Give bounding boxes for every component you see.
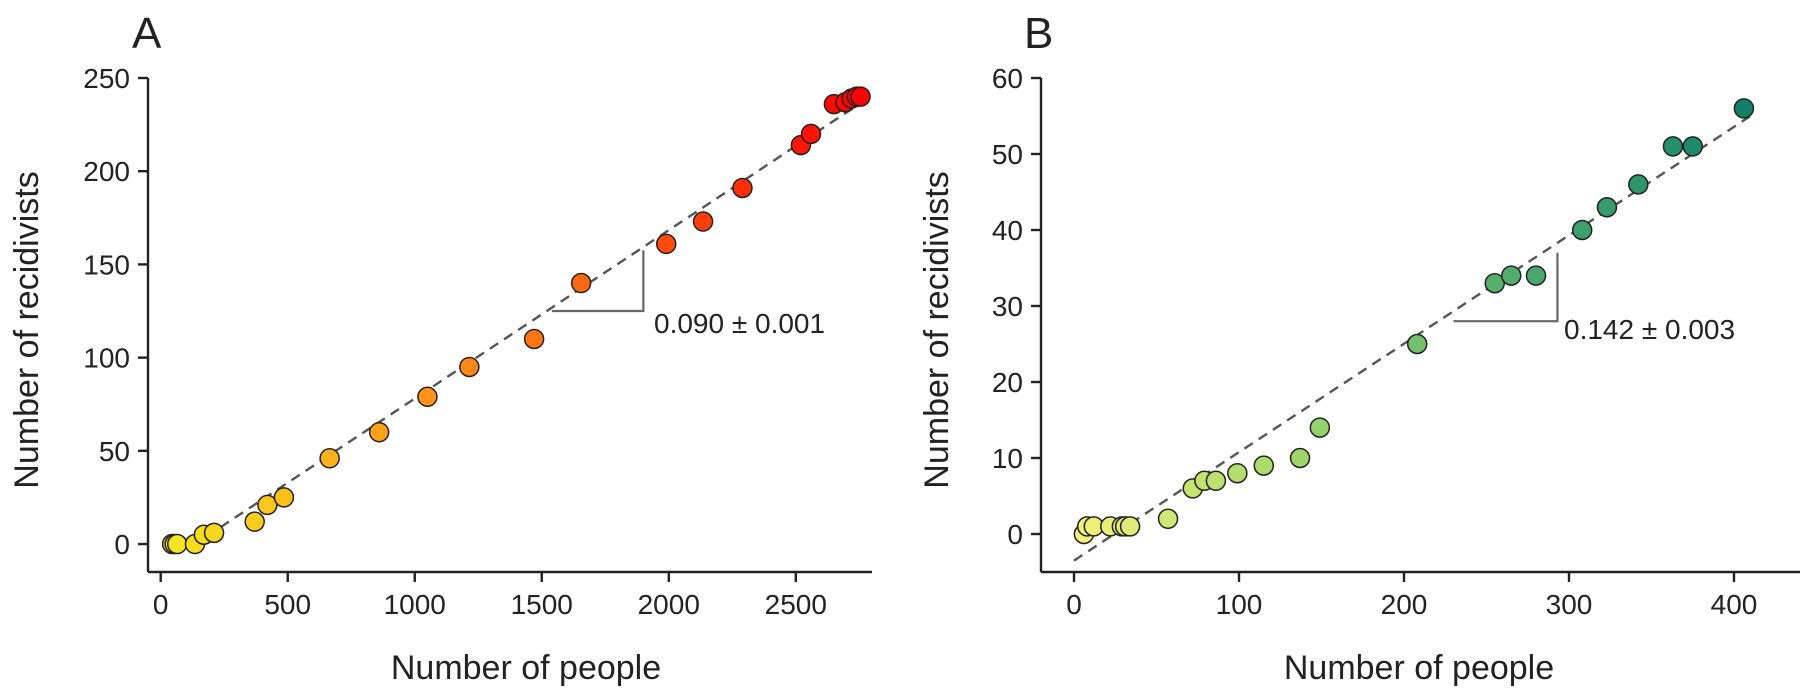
panel-a-y-tick-label-3: 150 bbox=[83, 249, 130, 280]
panel-a-fit-line bbox=[205, 101, 863, 538]
panel-a-x-tick-label-2: 1000 bbox=[384, 589, 446, 620]
panel-b-point-12 bbox=[1253, 455, 1274, 476]
panel-b-point-22 bbox=[1662, 136, 1684, 157]
panel-b-point-23 bbox=[1682, 136, 1703, 157]
panel-a-point-13 bbox=[523, 328, 545, 350]
panel-a-y-axis-title: Number of recidivists bbox=[8, 171, 46, 488]
panel-a-point-19 bbox=[800, 123, 822, 145]
panel-a-x-tick-label-3: 1500 bbox=[511, 589, 573, 620]
panel-a-x-tick-label-5: 2500 bbox=[765, 589, 827, 620]
panel-b-point-6 bbox=[1119, 516, 1141, 537]
panel-a-slope-annotation: 0.090 ± 0.001 bbox=[654, 308, 825, 339]
panel-a-point-11 bbox=[417, 386, 438, 408]
panel-a-y-tick-label-4: 200 bbox=[83, 156, 130, 187]
panel-a-y-tick-label-0: 0 bbox=[114, 529, 130, 560]
panel-b: B 0 100 200 300 400 0 10 20 30 40 50 60 0.142 ± 0.0… bbox=[918, 9, 1800, 687]
panel-b-point-13 bbox=[1289, 447, 1311, 469]
panel-a-points bbox=[161, 86, 871, 555]
panel-b-x-tick-label-3: 300 bbox=[1546, 589, 1593, 620]
panel-b-label: B bbox=[1024, 9, 1053, 58]
panel-a-y-tick-label-2: 100 bbox=[83, 343, 130, 374]
panel-a-point-15 bbox=[655, 233, 677, 255]
panel-a-point-8 bbox=[273, 487, 295, 508]
panel-b-slope-annotation: 0.142 ± 0.003 bbox=[1564, 314, 1735, 345]
panel-b-y-axis-title: Number of recidivists bbox=[918, 171, 956, 488]
panel-b-slope-marker bbox=[1453, 252, 1559, 323]
panel-b-point-20 bbox=[1596, 196, 1618, 218]
panel-a-point-5 bbox=[203, 522, 225, 544]
panel-a-fit-group bbox=[205, 101, 863, 538]
panel-a-point-6 bbox=[244, 511, 265, 532]
panel-b-y-tick-label-3: 30 bbox=[992, 291, 1023, 322]
panel-b-point-10 bbox=[1205, 470, 1227, 492]
panel-a-point-10 bbox=[368, 421, 390, 443]
panel-a-point-2 bbox=[166, 533, 188, 555]
panel-a-ticks: 0 500 1000 1500 2000 2500 0 50 100 150 200 250 bbox=[83, 63, 827, 620]
panel-b-point-16 bbox=[1484, 272, 1505, 294]
panel-b-point-24 bbox=[1733, 98, 1755, 119]
panel-a-y-tick-label-1: 50 bbox=[99, 436, 130, 467]
panel-b-point-21 bbox=[1628, 174, 1649, 195]
panel-a: A 0 500 1000 1500 2000 2500 0 50 100 150 200 250 0.… bbox=[8, 9, 872, 687]
panel-a-y-tick-label-5: 250 bbox=[83, 63, 130, 94]
panel-b-fit-group bbox=[1073, 114, 1752, 562]
panel-b-x-axis-title: Number of people bbox=[1284, 649, 1554, 687]
panel-b-point-19 bbox=[1571, 219, 1593, 241]
panel-a-label: A bbox=[132, 9, 162, 58]
panel-b-point-18 bbox=[1525, 265, 1547, 286]
panel-a-point-9 bbox=[319, 448, 340, 469]
panel-b-points bbox=[1073, 98, 1755, 545]
panel-a-point-16 bbox=[692, 211, 714, 232]
panel-b-x-tick-label-4: 400 bbox=[1711, 589, 1758, 620]
panel-b-x-tick-label-2: 200 bbox=[1381, 589, 1428, 620]
panel-b-point-7 bbox=[1157, 508, 1179, 530]
panel-a-x-tick-label-4: 2000 bbox=[638, 589, 700, 620]
panel-b-y-tick-label-0: 0 bbox=[1007, 519, 1023, 550]
panel-a-point-17 bbox=[732, 177, 753, 199]
panel-a-point-24 bbox=[850, 86, 871, 107]
panel-a-point-12 bbox=[459, 356, 480, 378]
panel-b-y-tick-label-2: 20 bbox=[992, 367, 1023, 398]
panel-b-ticks: 0 100 200 300 400 0 10 20 30 40 50 60 bbox=[992, 63, 1758, 620]
panel-b-y-tick-label-1: 10 bbox=[992, 443, 1023, 474]
panel-b-point-14 bbox=[1309, 417, 1331, 438]
panel-a-slope-marker bbox=[551, 250, 645, 313]
panel-b-y-tick-label-6: 60 bbox=[992, 63, 1023, 94]
panel-a-x-axis-title: Number of people bbox=[391, 649, 661, 687]
panel-b-y-tick-label-4: 40 bbox=[992, 215, 1023, 246]
panel-b-x-tick-label-1: 100 bbox=[1216, 589, 1263, 620]
panel-b-x-tick-label-0: 0 bbox=[1066, 589, 1082, 620]
panel-a-point-14 bbox=[570, 272, 592, 294]
panel-b-y-tick-label-5: 50 bbox=[992, 139, 1023, 170]
panel-a-x-tick-label-1: 500 bbox=[264, 589, 311, 620]
panel-b-point-15 bbox=[1406, 333, 1428, 355]
panel-a-x-tick-label-0: 0 bbox=[153, 589, 169, 620]
panel-b-point-17 bbox=[1501, 265, 1522, 286]
panel-b-point-11 bbox=[1227, 462, 1248, 484]
